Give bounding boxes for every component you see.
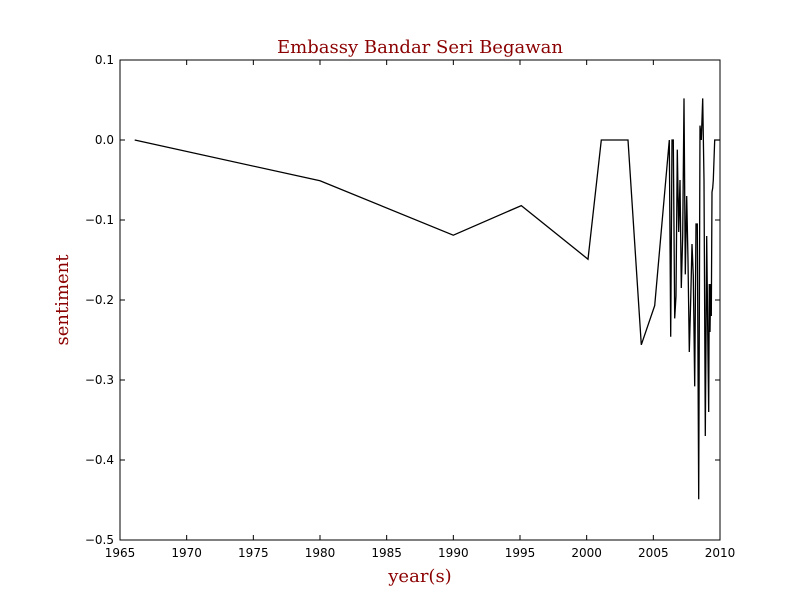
y-tick-label: 0.1 — [95, 53, 114, 67]
y-axis-label: sentiment — [52, 254, 73, 346]
chart-title: Embassy Bandar Seri Begawan — [277, 37, 563, 58]
plot-frame — [119, 59, 721, 541]
x-tick-label: 1995 — [505, 546, 536, 560]
x-tick-label: 1990 — [438, 546, 469, 560]
x-tick-label: 1985 — [371, 546, 402, 560]
series-layer — [134, 98, 720, 500]
y-tick-label: −0.1 — [85, 213, 114, 227]
x-tick-label: 1965 — [105, 546, 136, 560]
x-tick-label: 2010 — [705, 546, 736, 560]
y-tick-label: 0.0 — [95, 133, 114, 147]
x-axis-label: year(s) — [387, 566, 451, 587]
x-tick-label: 1980 — [305, 546, 336, 560]
x-tick-label: 1970 — [171, 546, 202, 560]
sentiment-line — [134, 98, 720, 500]
x-tick-label: 1975 — [238, 546, 269, 560]
y-tick-label: −0.5 — [85, 533, 114, 547]
y-tick-label: −0.4 — [85, 453, 114, 467]
x-tick-label: 2000 — [571, 546, 602, 560]
x-axis-ticks: 1965 1970 1975 1980 1985 1990 1995 2000 2005 2010 — [105, 60, 736, 560]
y-axis-ticks: 0.1 0.0 −0.1 −0.2 −0.3 −0.4 −0.5 — [85, 53, 720, 547]
y-tick-label: −0.3 — [85, 373, 114, 387]
x-tick-label: 2005 — [638, 546, 669, 560]
plot-area — [120, 60, 720, 540]
y-tick-label: −0.2 — [85, 293, 114, 307]
